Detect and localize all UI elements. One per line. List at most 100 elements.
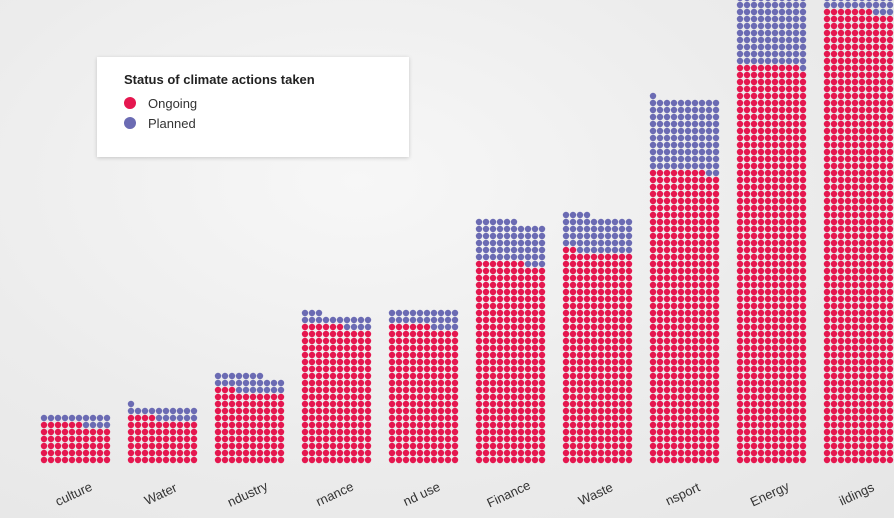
ongoing-dot [736, 64, 744, 72]
planned-dot [141, 407, 149, 415]
ongoing-dot [75, 435, 83, 443]
ongoing-dot [799, 400, 807, 408]
ongoing-dot [357, 428, 365, 436]
ongoing-dot [270, 393, 278, 401]
ongoing-dot [785, 330, 793, 338]
ongoing-dot [886, 134, 894, 142]
ongoing-dot [736, 204, 744, 212]
ongoing-dot [712, 197, 720, 205]
ongoing-dot [844, 183, 852, 191]
planned-dot [569, 232, 577, 240]
ongoing-dot [785, 337, 793, 345]
ongoing-dot [757, 169, 765, 177]
ongoing-dot [750, 92, 758, 100]
ongoing-dot [451, 400, 459, 408]
ongoing-dot [712, 267, 720, 275]
ongoing-dot [698, 267, 706, 275]
ongoing-dot [677, 204, 685, 212]
ongoing-dot [510, 449, 518, 457]
ongoing-dot [597, 330, 605, 338]
ongoing-dot [750, 197, 758, 205]
planned-dot [482, 253, 490, 261]
ongoing-dot [771, 379, 779, 387]
ongoing-dot [823, 435, 831, 443]
ongoing-dot [698, 330, 706, 338]
ongoing-dot [618, 414, 626, 422]
ongoing-dot [402, 365, 410, 373]
ongoing-dot [792, 267, 800, 275]
ongoing-dot [336, 435, 344, 443]
ongoing-dot [677, 302, 685, 310]
ongoing-dot [569, 393, 577, 401]
ongoing-dot [792, 449, 800, 457]
ongoing-dot [823, 113, 831, 121]
planned-dot [451, 309, 459, 317]
category-label: nsport [663, 479, 702, 508]
ongoing-dot [270, 435, 278, 443]
ongoing-dot [663, 176, 671, 184]
ongoing-dot [698, 407, 706, 415]
ongoing-dot [618, 288, 626, 296]
ongoing-dot [865, 274, 873, 282]
ongoing-dot [47, 428, 55, 436]
planned-dot [604, 218, 612, 226]
ongoing-dot [531, 449, 539, 457]
ongoing-dot [656, 176, 664, 184]
ongoing-dot [343, 428, 351, 436]
ongoing-dot [583, 309, 591, 317]
ongoing-dot [886, 99, 894, 107]
ongoing-dot [698, 302, 706, 310]
ongoing-dot [395, 400, 403, 408]
ongoing-dot [597, 421, 605, 429]
planned-dot [538, 239, 546, 247]
ongoing-dot [872, 274, 880, 282]
planned-dot [531, 246, 539, 254]
planned-dot [712, 134, 720, 142]
ongoing-dot [444, 393, 452, 401]
ongoing-dot [837, 344, 845, 352]
ongoing-dot [691, 414, 699, 422]
ongoing-dot [583, 400, 591, 408]
planned-dot [750, 1, 758, 9]
ongoing-dot [799, 449, 807, 457]
ongoing-dot [865, 190, 873, 198]
ongoing-dot [395, 330, 403, 338]
ongoing-dot [134, 421, 142, 429]
legend-dot-ongoing [124, 97, 136, 109]
ongoing-dot [538, 323, 546, 331]
ongoing-dot [844, 43, 852, 51]
ongoing-dot [865, 141, 873, 149]
ongoing-dot [799, 71, 807, 79]
ongoing-dot [757, 309, 765, 317]
ongoing-dot [437, 330, 445, 338]
ongoing-dot [879, 155, 887, 163]
ongoing-dot [444, 456, 452, 464]
ongoing-dot [698, 337, 706, 345]
planned-dot [649, 134, 657, 142]
planned-dot [242, 372, 250, 380]
ongoing-dot [886, 183, 894, 191]
ongoing-dot [155, 421, 163, 429]
ongoing-dot [872, 246, 880, 254]
ongoing-dot [771, 428, 779, 436]
ongoing-dot [301, 379, 309, 387]
ongoing-dot [799, 92, 807, 100]
ongoing-dot [712, 302, 720, 310]
ongoing-dot [562, 330, 570, 338]
ongoing-dot [68, 442, 76, 450]
ongoing-dot [865, 421, 873, 429]
ongoing-dot [799, 204, 807, 212]
ongoing-dot [886, 162, 894, 170]
ongoing-dot [837, 141, 845, 149]
ongoing-dot [263, 400, 271, 408]
ongoing-dot [785, 393, 793, 401]
ongoing-dot [844, 239, 852, 247]
ongoing-dot [364, 358, 372, 366]
category-label: Finance [484, 477, 532, 510]
ongoing-dot [423, 344, 431, 352]
ongoing-dot [562, 337, 570, 345]
ongoing-dot [799, 365, 807, 373]
ongoing-dot [670, 442, 678, 450]
ongoing-dot [336, 351, 344, 359]
ongoing-dot [837, 29, 845, 37]
